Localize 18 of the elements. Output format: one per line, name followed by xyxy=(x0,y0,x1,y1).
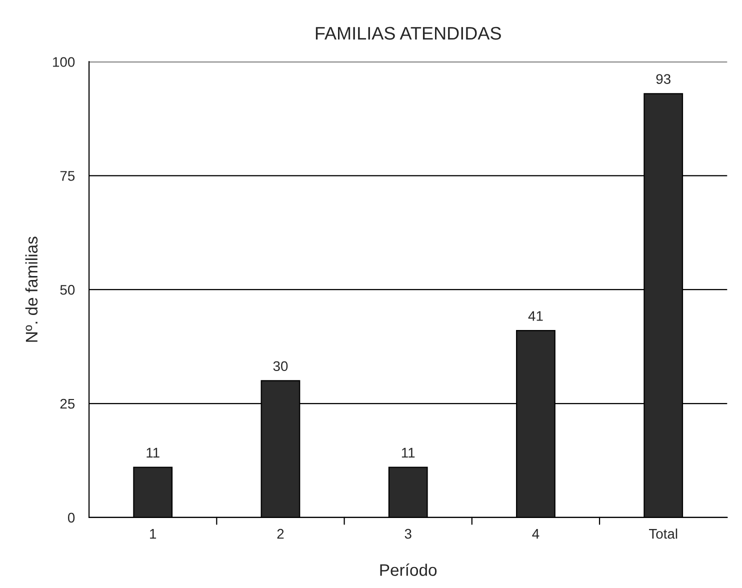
x-tick-label: 2 xyxy=(277,528,284,539)
x-tick-label: 1 xyxy=(150,529,156,539)
data-label: 11 xyxy=(146,448,160,458)
y-tick-label: 25 xyxy=(60,398,75,409)
data-label: 30 xyxy=(273,361,288,372)
x-tick-label: Total xyxy=(648,528,678,539)
y-tick-label: 0 xyxy=(68,512,75,523)
y-tick-label: 50 xyxy=(60,284,75,295)
y-tick-label: 75 xyxy=(60,171,75,181)
data-label: 93 xyxy=(656,74,670,84)
chart-title: FAMILIAS ATENDIDAS xyxy=(316,26,501,40)
y-tick-label: 100 xyxy=(53,57,75,67)
data-label: 41 xyxy=(528,311,543,321)
x-axis-title: Período xyxy=(380,564,437,576)
x-tick-label: 3 xyxy=(404,528,412,539)
data-label: 11 xyxy=(402,448,415,458)
y-axis-title: Nº. de familias xyxy=(25,236,38,342)
x-tick-label: 4 xyxy=(532,529,540,539)
